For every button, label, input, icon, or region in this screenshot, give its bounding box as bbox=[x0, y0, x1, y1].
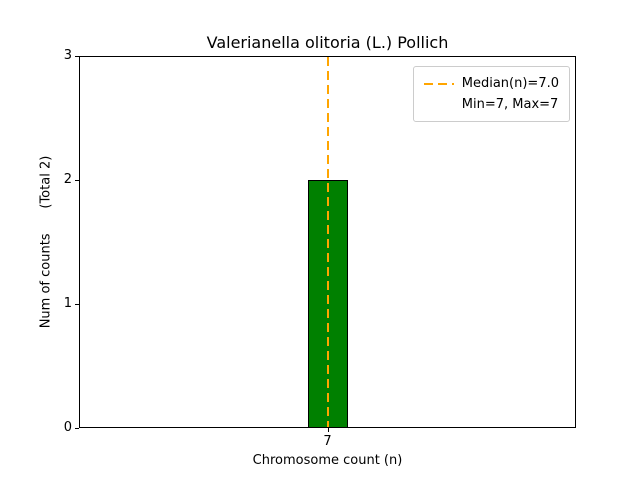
legend-label-median: Median(n)=7.0 bbox=[461, 76, 559, 91]
y-tick-label: 3 bbox=[63, 48, 72, 63]
legend-spacer bbox=[424, 104, 454, 106]
x-axis-label: Chromosome count (n) bbox=[252, 453, 403, 468]
y-tick-mark bbox=[75, 428, 79, 429]
y-tick-mark bbox=[75, 56, 79, 57]
legend-entry-minmax: Min=7, Max=7 bbox=[424, 94, 559, 115]
chart-title: Valerianella olitoria (L.) Pollich bbox=[206, 33, 449, 52]
y-tick-label: 1 bbox=[63, 296, 72, 311]
median-dashed-line-swatch bbox=[423, 82, 454, 85]
legend: Median(n)=7.0 Min=7, Max=7 bbox=[412, 66, 570, 122]
median-line bbox=[326, 57, 329, 427]
y-tick-mark bbox=[75, 304, 79, 305]
legend-label-minmax: Min=7, Max=7 bbox=[461, 97, 559, 112]
x-tick-mark bbox=[328, 428, 329, 432]
x-tick-label: 7 bbox=[323, 434, 332, 449]
legend-entry-median: Median(n)=7.0 bbox=[423, 73, 559, 94]
y-tick-mark bbox=[75, 180, 79, 181]
y-tick-label: 2 bbox=[63, 172, 72, 187]
y-tick-label: 0 bbox=[63, 420, 72, 435]
